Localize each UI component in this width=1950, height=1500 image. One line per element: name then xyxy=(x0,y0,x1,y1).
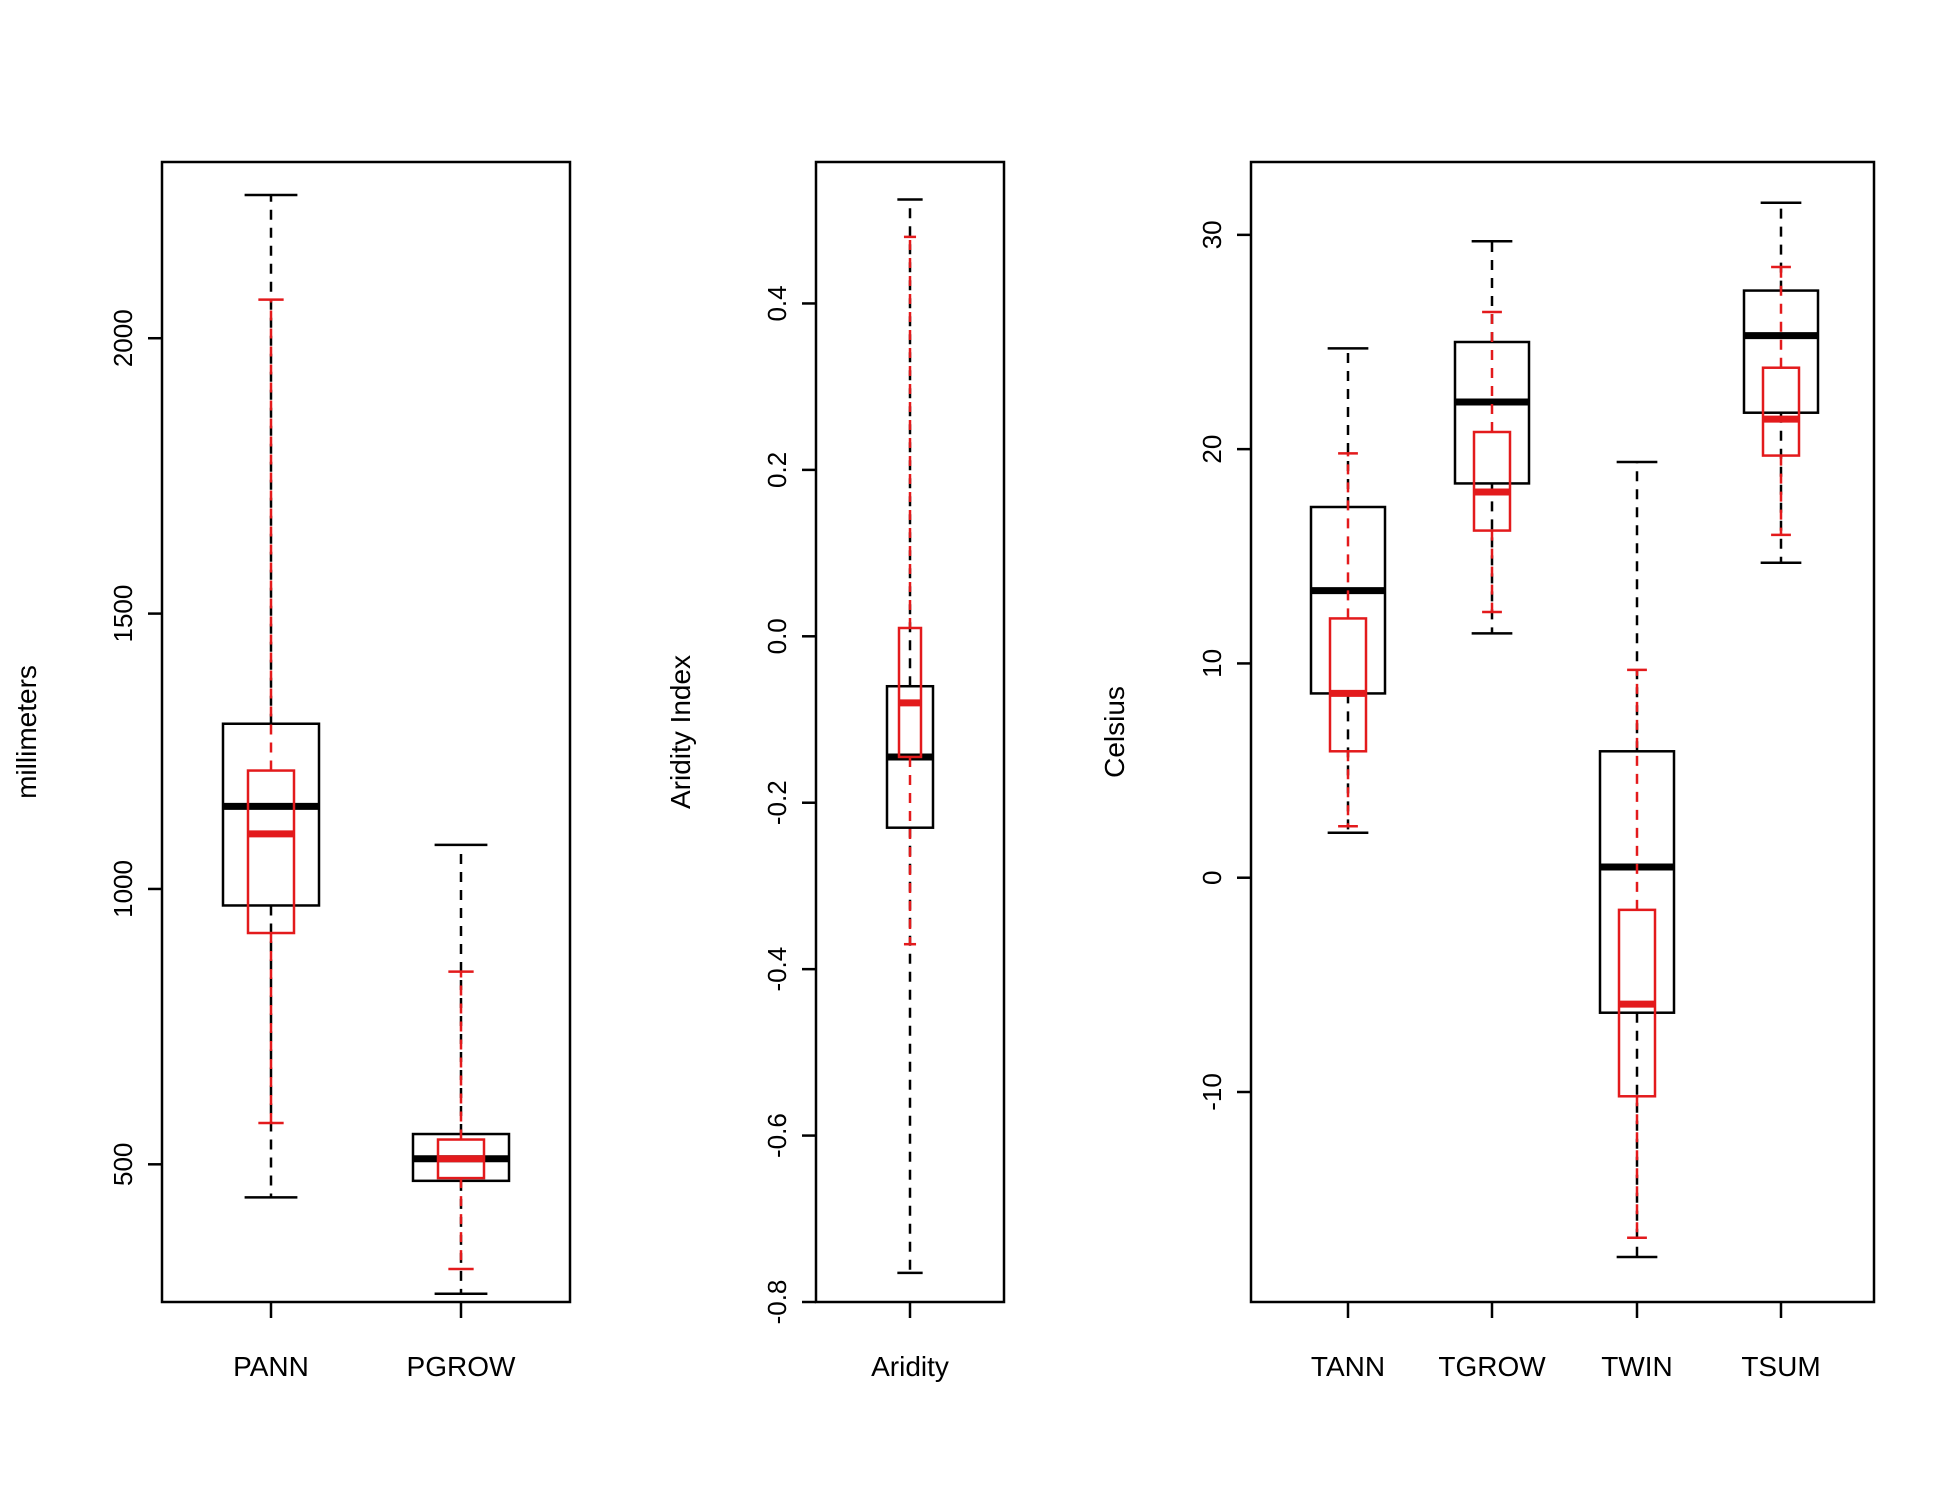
x-category-label: TSUM xyxy=(1741,1351,1820,1382)
y-tick-label: -10 xyxy=(1197,1073,1227,1111)
y-ticks: -10 0 10 20 30 xyxy=(1197,220,1227,1110)
x-category-label: PGROW xyxy=(407,1351,516,1382)
y-tick-label: -0.8 xyxy=(762,1280,792,1325)
y-ticks: -0.8 -0.6 -0.4 -0.2 0.0 0.2 0.4 xyxy=(762,285,792,1324)
panel-temperature: Celsius -10 0 10 20 30 TANN TGROW TWIN T… xyxy=(1099,160,1876,1382)
y-tick-label: 0.0 xyxy=(762,618,792,654)
red-boxplot-tgrow xyxy=(1472,310,1512,614)
y-tick-label: 0.4 xyxy=(762,285,792,321)
y-tick-label: 1000 xyxy=(108,860,138,918)
x-category-label: TWIN xyxy=(1601,1351,1673,1382)
panel-aridity: Aridity Index -0.8 -0.6 -0.4 -0.2 0.0 0.… xyxy=(665,160,1006,1382)
red-boxplot-tann xyxy=(1328,452,1368,828)
black-boxplot-pann xyxy=(221,193,321,1199)
y-axis-title: Aridity Index xyxy=(665,655,696,809)
black-boxplot-tsum xyxy=(1742,201,1820,564)
boxes xyxy=(885,198,935,1275)
y-tick-label: 0 xyxy=(1197,870,1227,884)
plot-frame xyxy=(1249,160,1876,1304)
y-tick-label: 20 xyxy=(1197,435,1227,464)
y-tick-label: 0.2 xyxy=(762,452,792,488)
iqr-box xyxy=(1328,617,1368,753)
black-boxplot-pgrow xyxy=(411,843,511,1295)
y-axis-title: millimeters xyxy=(11,665,42,799)
boxes xyxy=(1309,201,1820,1259)
x-category-label: TANN xyxy=(1311,1351,1385,1382)
y-tick-label: 1500 xyxy=(108,585,138,643)
x-category-label: TGROW xyxy=(1438,1351,1546,1382)
y-axis-title: Celsius xyxy=(1099,686,1130,778)
x-categories: PANN PGROW xyxy=(233,1351,516,1382)
red-boxplot-aridity xyxy=(897,235,923,946)
y-tick-label: 500 xyxy=(108,1143,138,1186)
y-tick-label: 30 xyxy=(1197,220,1227,249)
iqr-box xyxy=(1761,366,1801,457)
black-boxplot-twin xyxy=(1598,460,1676,1259)
y-tick-label: -0.2 xyxy=(762,780,792,825)
panel-precipitation: millimeters 500 1000 1500 2000 PANN PGRO… xyxy=(11,160,572,1382)
iqr-box xyxy=(897,626,923,759)
red-boxplot-pgrow xyxy=(436,970,486,1271)
y-tick-label: 2000 xyxy=(108,309,138,367)
x-categories: Aridity xyxy=(871,1351,949,1382)
y-tick-label: 10 xyxy=(1197,649,1227,678)
boxes xyxy=(221,193,511,1295)
black-boxplot-aridity xyxy=(885,198,935,1275)
y-tick-label: -0.6 xyxy=(762,1113,792,1158)
iqr-box xyxy=(1472,430,1512,532)
x-category-label: PANN xyxy=(233,1351,309,1382)
x-category-label: Aridity xyxy=(871,1351,949,1382)
red-boxplot-pann xyxy=(246,298,296,1125)
iqr-box xyxy=(246,769,296,935)
iqr-box xyxy=(221,722,321,907)
red-boxplot-twin xyxy=(1617,668,1657,1239)
y-ticks: 500 1000 1500 2000 xyxy=(108,309,138,1186)
y-tick-label: -0.4 xyxy=(762,947,792,992)
red-boxplot-tsum xyxy=(1761,265,1801,537)
plot-frame xyxy=(160,160,572,1304)
x-categories: TANN TGROW TWIN TSUM xyxy=(1311,1351,1821,1382)
iqr-box xyxy=(1598,750,1676,1014)
